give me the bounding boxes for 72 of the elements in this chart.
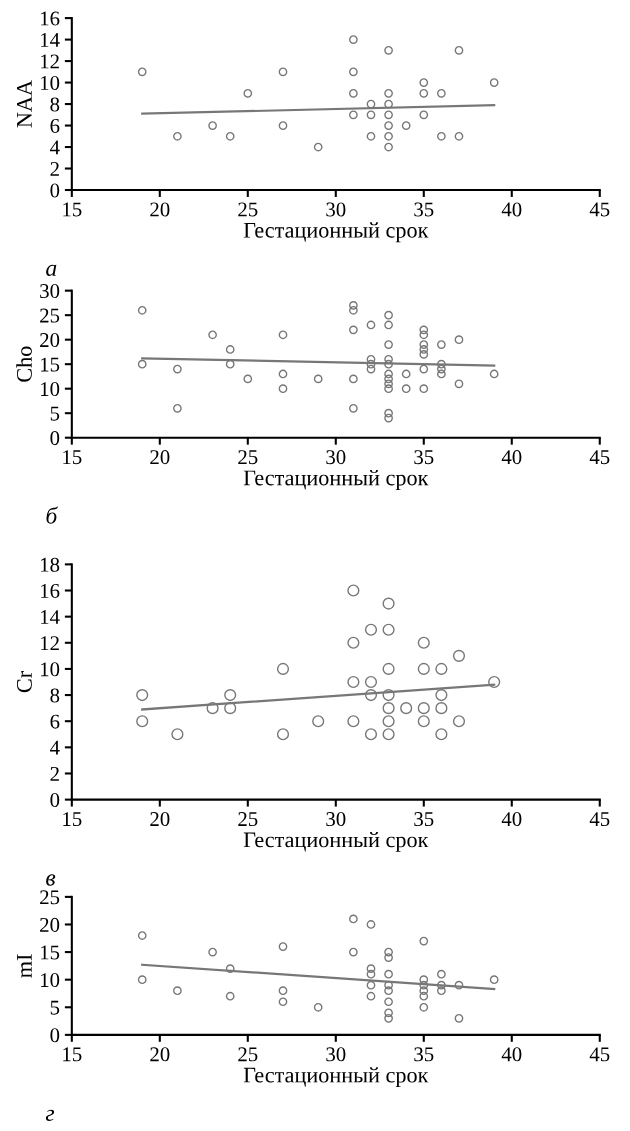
y-tick-label: 12 xyxy=(41,636,59,651)
x-tick-label: 20 xyxy=(150,450,170,465)
text: а xyxy=(46,264,57,277)
x-tick-label: 15 xyxy=(63,450,82,465)
y-tick-label: 5 xyxy=(50,1000,60,1015)
text: б xyxy=(46,506,58,524)
x-axis-title: Гестационный срок xyxy=(243,1067,429,1088)
text: в xyxy=(46,874,56,886)
x-tick-label: 45 xyxy=(589,1047,610,1062)
x-tick-label: 45 xyxy=(589,812,610,827)
x-tick-label: 40 xyxy=(501,202,522,217)
y-axis-title: NAA xyxy=(17,80,32,128)
x-tick-label: 15 xyxy=(63,202,82,217)
x-tick-label: 40 xyxy=(501,812,522,827)
x-tick-label: 15 xyxy=(63,1047,82,1062)
x-tick-label: 35 xyxy=(414,450,434,465)
y-tick-label: 15 xyxy=(41,945,60,960)
y-tick-label: 6 xyxy=(50,714,60,729)
x-tick-label: 15 xyxy=(63,812,82,827)
y-tick-label: 0 xyxy=(50,183,60,198)
x-axis-title: Гестационный срок xyxy=(243,831,429,852)
y-tick-label: 4 xyxy=(50,740,60,755)
x-axis-title: Гестационный срок xyxy=(243,469,429,490)
x-axis-title: Гестационный срок xyxy=(243,222,429,243)
y-tick-label: 15 xyxy=(41,357,60,372)
y-tick-label: 8 xyxy=(50,97,60,112)
y-tick-label: 12 xyxy=(41,54,59,69)
x-tick-label: 25 xyxy=(238,202,258,217)
x-tick-label: 30 xyxy=(326,812,346,827)
x-tick-label: 40 xyxy=(501,450,522,465)
y-axis-title: Cr xyxy=(16,671,32,693)
x-tick-label: 25 xyxy=(238,1047,258,1062)
y-tick-label: 4 xyxy=(50,140,60,155)
y-tick-label: 10 xyxy=(41,382,60,397)
x-tick-label: 20 xyxy=(150,1047,170,1062)
x-tick-label: 35 xyxy=(414,202,434,217)
y-tick-label: 8 xyxy=(50,688,60,703)
x-tick-label: 35 xyxy=(414,1047,434,1062)
y-tick-label: 0 xyxy=(50,1028,60,1043)
x-tick-label: 25 xyxy=(238,812,258,827)
x-tick-label: 45 xyxy=(589,202,610,217)
x-tick-label: 25 xyxy=(238,450,258,465)
y-tick-label: 5 xyxy=(50,406,60,421)
y-tick-label: 16 xyxy=(41,11,60,26)
y-tick-label: 20 xyxy=(40,917,60,932)
y-tick-label: 18 xyxy=(41,557,60,572)
y-tick-label: 30 xyxy=(40,284,60,299)
y-tick-label: 0 xyxy=(50,431,60,446)
y-tick-label: 0 xyxy=(50,792,60,808)
x-tick-label: 30 xyxy=(326,202,346,217)
x-tick-label: 40 xyxy=(501,1047,522,1062)
y-tick-label: 10 xyxy=(41,75,60,90)
y-tick-label: 2 xyxy=(50,766,59,781)
y-tick-label: 6 xyxy=(50,118,60,133)
y-tick-label: 14 xyxy=(41,610,60,624)
y-tick-label: 14 xyxy=(41,33,60,47)
y-tick-label: 10 xyxy=(41,973,60,988)
y-axis-title: mI xyxy=(17,954,32,978)
y-axis-title: Cho xyxy=(16,346,32,382)
x-tick-label: 30 xyxy=(326,450,346,465)
x-tick-label: 20 xyxy=(150,202,170,217)
y-tick-label: 20 xyxy=(40,333,60,348)
x-tick-label: 20 xyxy=(150,812,170,827)
x-tick-label: 30 xyxy=(326,1047,346,1062)
x-tick-label: 35 xyxy=(414,812,434,827)
y-tick-label: 16 xyxy=(41,583,60,598)
y-tick-label: 2 xyxy=(50,161,59,176)
y-tick-label: 10 xyxy=(41,662,60,677)
y-tick-label: 25 xyxy=(40,890,60,905)
y-tick-label: 25 xyxy=(40,308,60,323)
x-tick-label: 45 xyxy=(589,450,610,465)
text: г xyxy=(45,1109,55,1121)
